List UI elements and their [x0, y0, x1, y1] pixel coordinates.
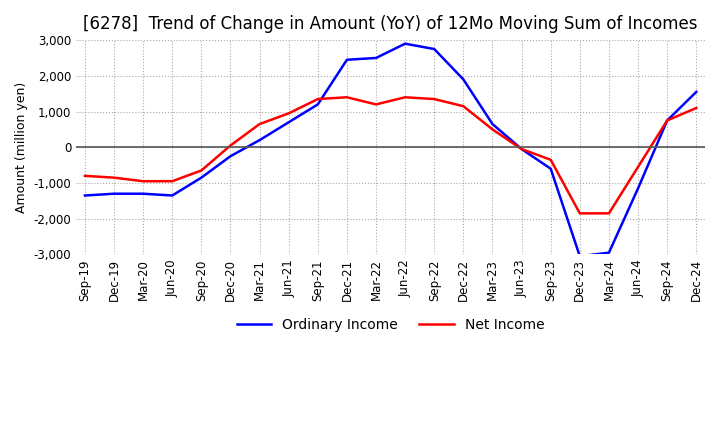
Ordinary Income	[343, 57, 351, 62]
Title: [6278]  Trend of Change in Amount (YoY) of 12Mo Moving Sum of Incomes: [6278] Trend of Change in Amount (YoY) o…	[84, 15, 698, 33]
Net Income	[459, 103, 468, 109]
Line: Net Income: Net Income	[85, 97, 696, 213]
Ordinary Income	[197, 175, 206, 180]
Ordinary Income	[81, 193, 89, 198]
Ordinary Income	[284, 120, 293, 125]
Net Income	[284, 111, 293, 116]
Ordinary Income	[430, 46, 438, 51]
Ordinary Income	[575, 253, 584, 259]
Net Income	[605, 211, 613, 216]
Ordinary Income	[109, 191, 118, 196]
Ordinary Income	[605, 250, 613, 255]
Ordinary Income	[401, 41, 410, 46]
Ordinary Income	[663, 118, 672, 123]
Net Income	[517, 147, 526, 152]
Net Income	[634, 164, 642, 169]
Ordinary Income	[226, 154, 235, 159]
Legend: Ordinary Income, Net Income: Ordinary Income, Net Income	[231, 312, 550, 337]
Ordinary Income	[313, 102, 322, 107]
Ordinary Income	[168, 193, 176, 198]
Ordinary Income	[517, 147, 526, 152]
Net Income	[197, 168, 206, 173]
Ordinary Income	[546, 166, 555, 171]
Ordinary Income	[692, 89, 701, 95]
Net Income	[430, 96, 438, 102]
Net Income	[168, 179, 176, 184]
Ordinary Income	[139, 191, 148, 196]
Net Income	[343, 95, 351, 100]
Ordinary Income	[488, 121, 497, 127]
Net Income	[139, 179, 148, 184]
Ordinary Income	[372, 55, 380, 61]
Ordinary Income	[459, 77, 468, 82]
Net Income	[663, 118, 672, 123]
Net Income	[488, 127, 497, 132]
Net Income	[226, 143, 235, 148]
Net Income	[575, 211, 584, 216]
Net Income	[546, 157, 555, 162]
Ordinary Income	[634, 186, 642, 191]
Net Income	[401, 95, 410, 100]
Net Income	[81, 173, 89, 179]
Net Income	[692, 105, 701, 110]
Y-axis label: Amount (million yen): Amount (million yen)	[15, 82, 28, 213]
Net Income	[109, 175, 118, 180]
Net Income	[256, 121, 264, 127]
Net Income	[372, 102, 380, 107]
Net Income	[313, 96, 322, 102]
Line: Ordinary Income: Ordinary Income	[85, 44, 696, 256]
Ordinary Income	[256, 137, 264, 143]
